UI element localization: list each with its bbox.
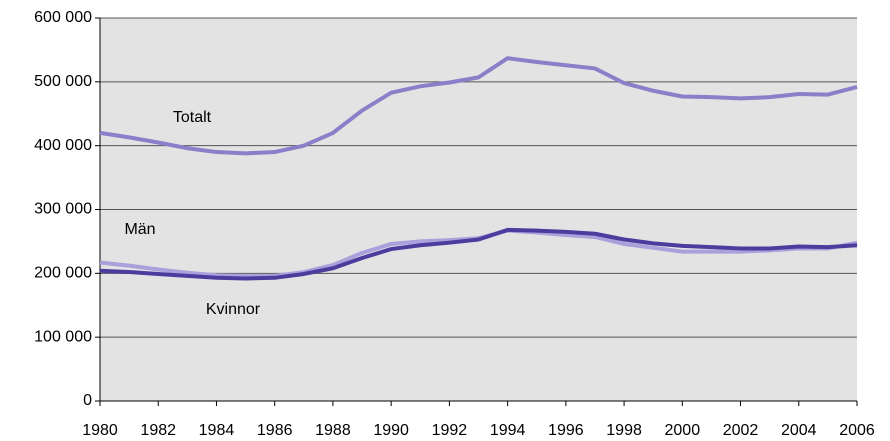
x-tick-label: 1986 [257,422,293,439]
series-line [99,56,858,156]
x-tick-label: 1992 [432,422,468,439]
series-label: Män [124,221,155,238]
x-tick-label: 1980 [82,422,118,439]
x-tick-label: 1982 [140,422,176,439]
y-tick-label: 100 000 [34,328,92,345]
y-tick-label: 200 000 [34,265,92,282]
y-tick-label: 300 000 [34,201,92,218]
x-tick-label: 2004 [781,422,817,439]
series-line [99,227,858,281]
y-tick-label: 500 000 [34,73,92,90]
x-tick-label: 1984 [199,422,235,439]
x-tick-label: 2002 [723,422,759,439]
x-tick-label: 1990 [373,422,409,439]
x-tick-label: 1996 [548,422,584,439]
y-tick-label: 0 [83,392,92,409]
series-label: Kvinnor [206,301,261,318]
x-tick-label: 1998 [606,422,642,439]
x-tick-label: 1988 [315,422,351,439]
x-tick-label: 2006 [839,422,875,439]
series-label: Totalt [173,109,212,126]
x-tick-label: 2000 [665,422,701,439]
x-tick-label: 1994 [490,422,526,439]
y-tick-label: 400 000 [34,137,92,154]
y-tick-label: 600 000 [34,9,92,26]
